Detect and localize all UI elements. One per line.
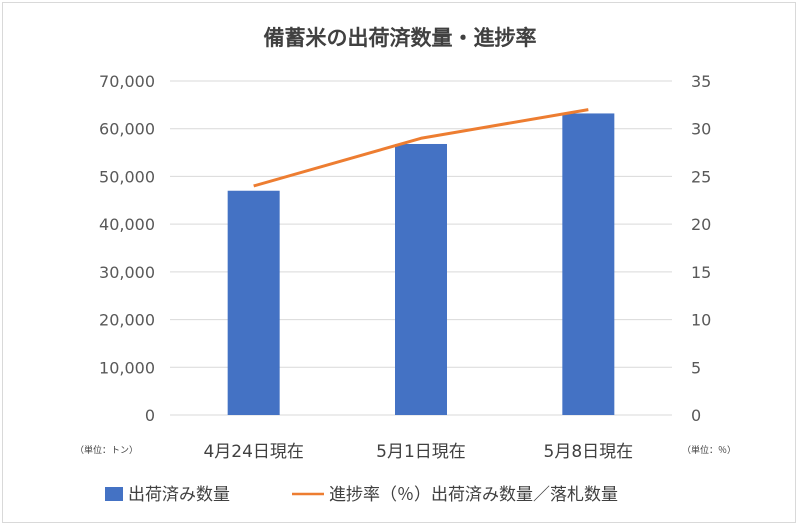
left-tick-label: 20,000 [99, 311, 155, 330]
right-tick-label: 30 [691, 120, 711, 139]
legend: 出荷済み数量 進捗率（％）出荷済み数量／落札数量 [105, 485, 618, 505]
right-tick-label: 10 [691, 311, 711, 330]
right-tick-label: 0 [691, 406, 701, 425]
left-tick-label: 30,000 [99, 263, 155, 282]
left-tick-label: 0 [145, 406, 155, 425]
left-tick-label: 40,000 [99, 215, 155, 234]
category-label: 4月24日現在 [203, 442, 303, 462]
bar [562, 113, 615, 416]
legend-line-label: 進捗率（％）出荷済み数量／落札数量 [329, 485, 618, 505]
category-label: 5月8日現在 [544, 442, 634, 462]
category-axis-labels: 4月24日現在 5月1日現在 5月8日現在 [203, 442, 633, 462]
left-tick-label: 70,000 [99, 72, 155, 91]
category-label: 5月1日現在 [376, 442, 466, 462]
right-tick-label: 15 [691, 263, 711, 282]
chart-title: 備蓄米の出荷済数量・進捗率 [263, 26, 537, 50]
left-unit-label: （単位：トン） [75, 444, 138, 456]
left-tick-label: 60,000 [99, 120, 155, 139]
bar [395, 143, 447, 416]
right-tick-label: 5 [691, 358, 701, 377]
left-tick-label: 10,000 [99, 358, 155, 377]
right-tick-label: 25 [691, 167, 711, 186]
progress-line [253, 108, 589, 188]
legend-bar-swatch [105, 487, 123, 501]
line-series [253, 108, 589, 188]
right-axis-ticks: 0 5 10 15 20 25 30 35 [691, 72, 711, 425]
left-axis-ticks: 0 10,000 20,000 30,000 40,000 50,000 60,000 70,… [99, 72, 155, 425]
legend-bar-label: 出荷済み数量 [128, 485, 230, 505]
right-tick-label: 20 [691, 215, 711, 234]
right-unit-label: （単位：％） [682, 444, 736, 456]
bar-series [227, 113, 615, 416]
right-tick-label: 35 [691, 72, 711, 91]
bar [227, 190, 280, 415]
left-tick-label: 50,000 [99, 167, 155, 186]
